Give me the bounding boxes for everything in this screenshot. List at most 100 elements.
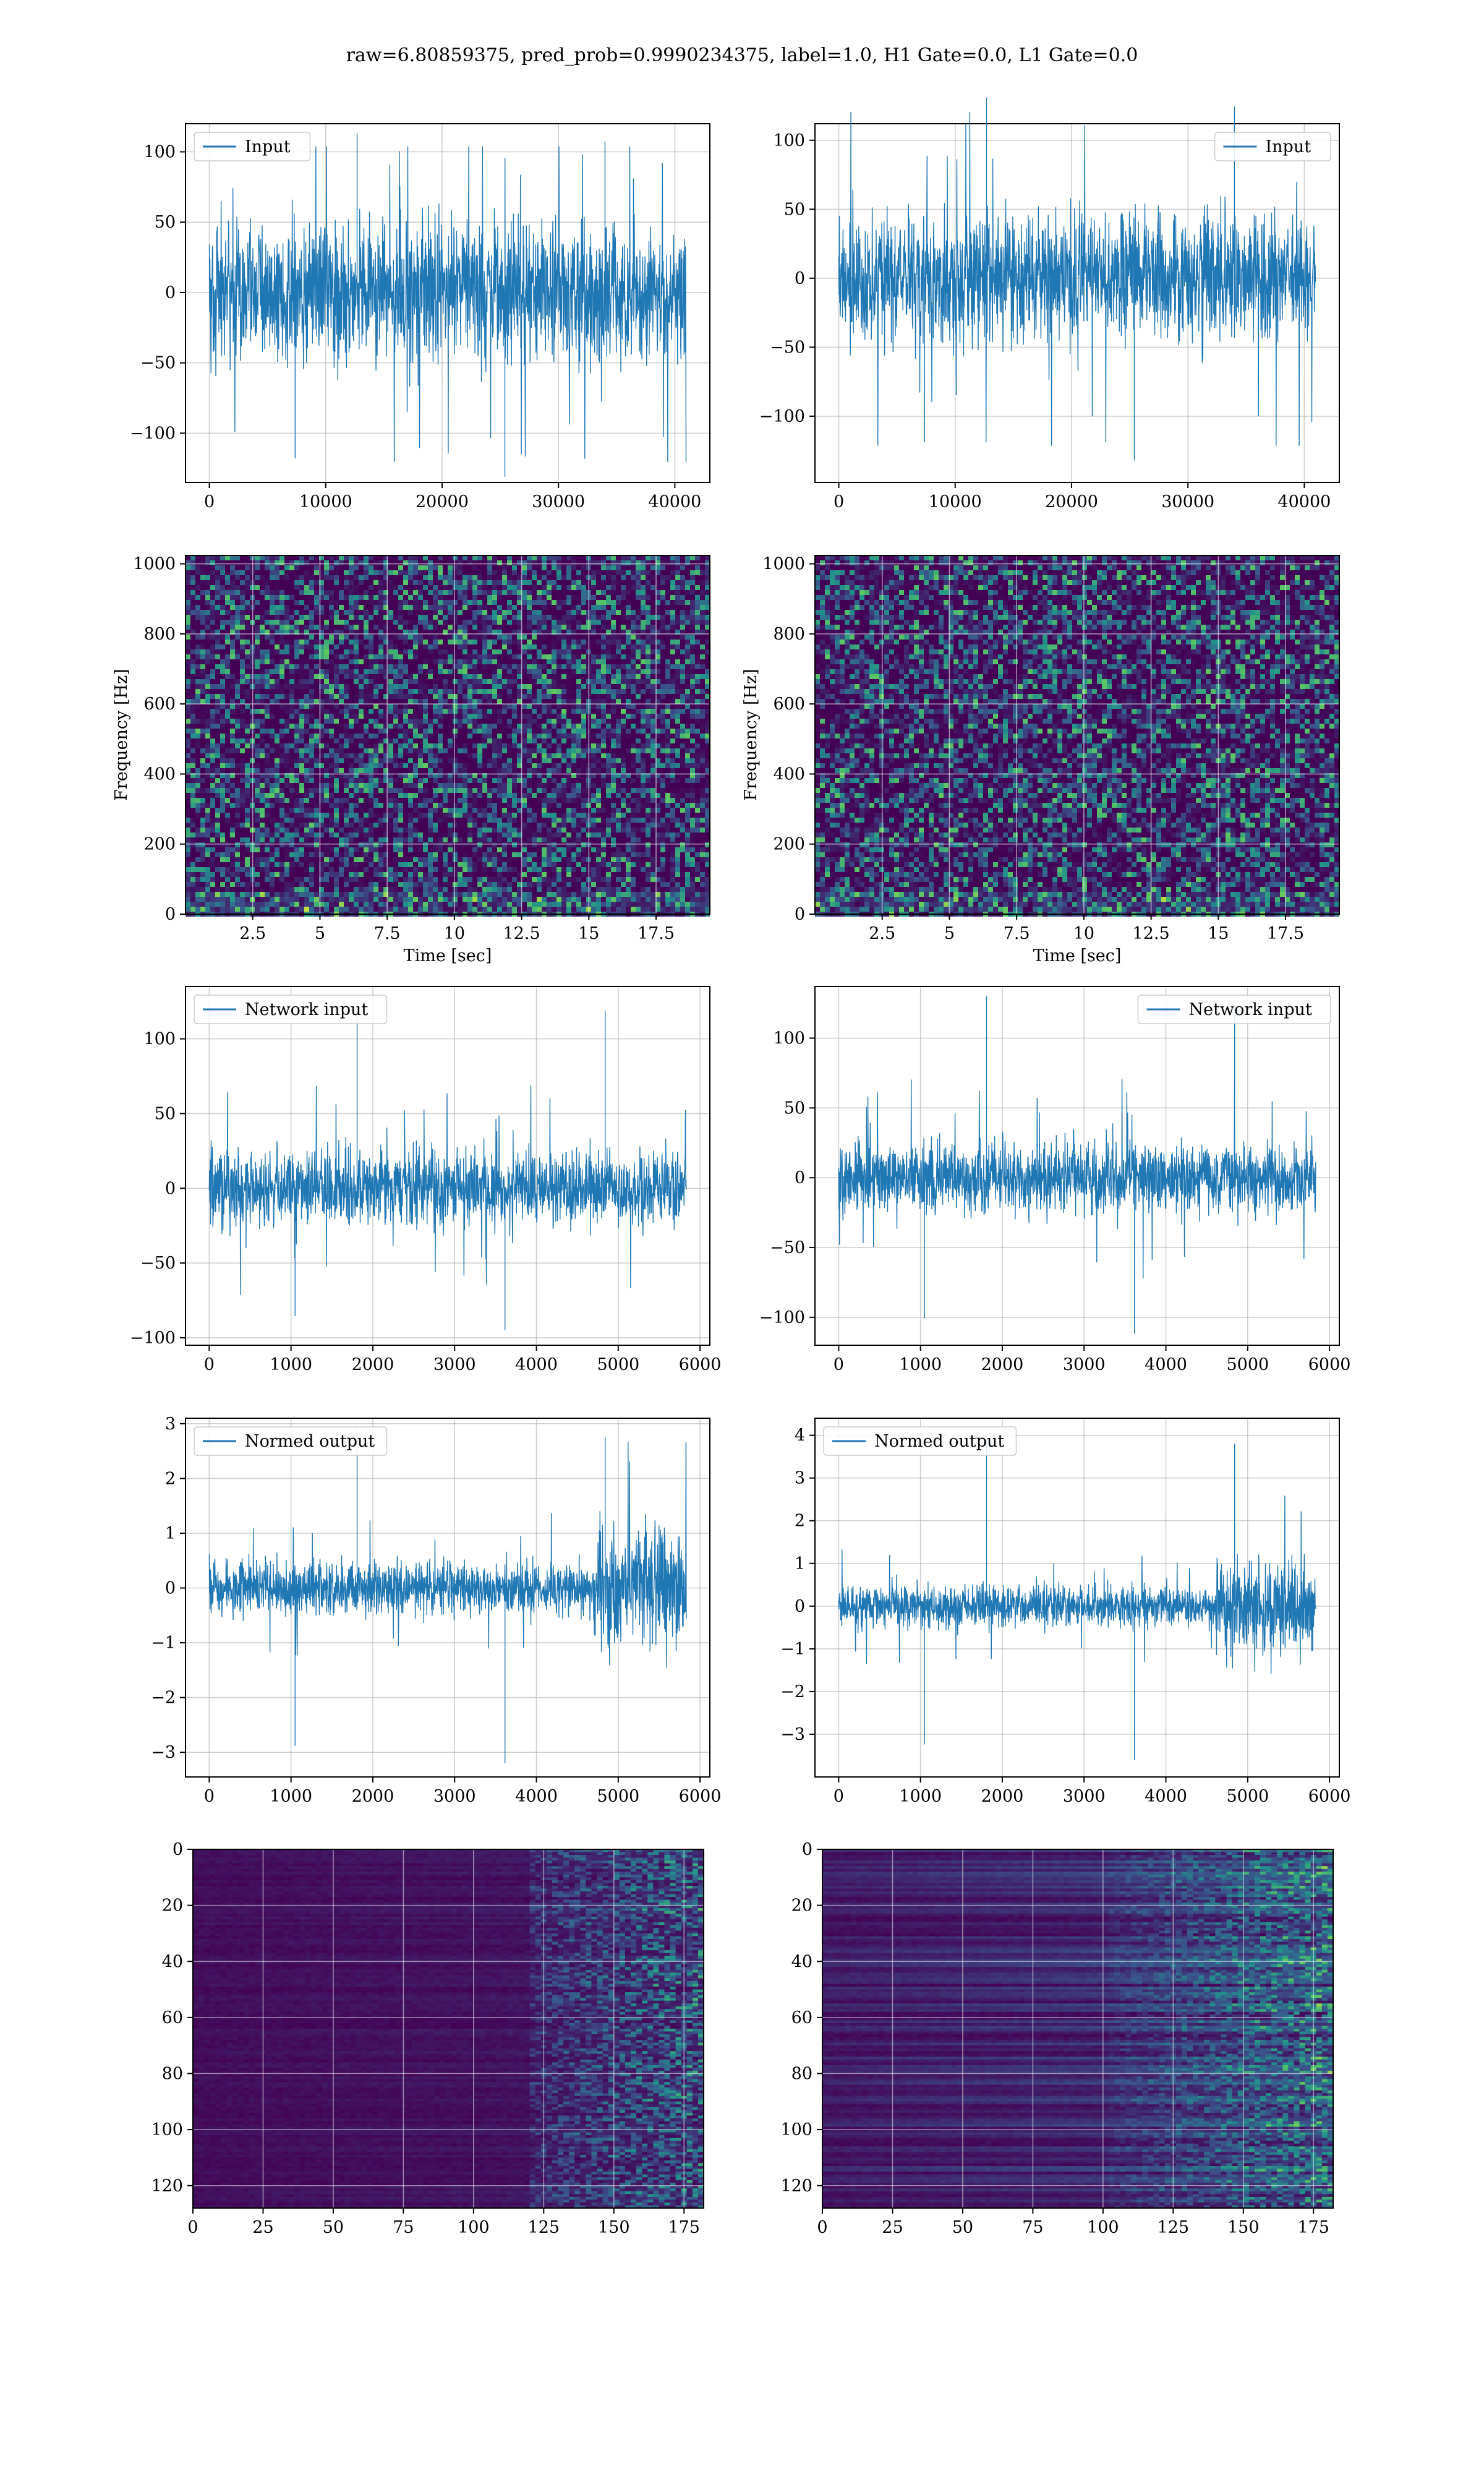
heatmap-cell xyxy=(289,729,294,734)
heatmap-cell xyxy=(591,570,596,575)
heatmap-cell xyxy=(265,669,270,674)
heatmap-cell xyxy=(467,659,472,664)
heatmap-cell xyxy=(260,669,265,674)
heatmap-cell xyxy=(596,565,601,570)
heatmap-cell xyxy=(314,738,319,743)
heatmap-cell xyxy=(433,570,438,575)
heatmap-cell xyxy=(463,743,467,748)
heatmap-cell xyxy=(561,669,566,674)
heatmap-cell xyxy=(235,709,240,714)
heatmap-cell xyxy=(294,758,299,763)
heatmap-cell xyxy=(413,729,418,734)
heatmap-cell xyxy=(626,724,631,729)
heatmap-cell xyxy=(299,704,304,709)
heatmap-cell xyxy=(413,669,418,674)
heatmap-cell xyxy=(670,724,675,729)
heatmap-cell xyxy=(685,748,690,753)
heatmap-cell xyxy=(616,620,621,625)
heatmap-cell xyxy=(279,644,284,649)
heatmap-cell xyxy=(566,694,571,699)
heatmap-cell xyxy=(299,605,304,610)
heatmap-cell xyxy=(284,615,289,620)
heatmap-cell xyxy=(675,729,680,734)
heatmap-cell xyxy=(675,679,680,684)
heatmap-cell xyxy=(571,644,576,649)
heatmap-cell xyxy=(210,644,215,649)
heatmap-cell xyxy=(561,585,566,590)
heatmap-cell xyxy=(418,734,423,738)
heatmap-cell xyxy=(408,664,413,669)
heatmap-cell xyxy=(685,610,690,615)
heatmap-cell xyxy=(220,575,225,580)
heatmap-cell xyxy=(205,689,210,694)
heatmap-cell xyxy=(443,649,448,654)
heatmap-cell xyxy=(542,635,547,640)
heatmap-cell xyxy=(601,570,606,575)
heatmap-cell xyxy=(453,669,458,674)
heatmap-cell xyxy=(690,743,695,748)
heatmap-cell xyxy=(596,575,601,580)
heatmap-cell xyxy=(294,694,299,699)
heatmap-cell xyxy=(393,580,398,585)
heatmap-cell xyxy=(240,560,245,565)
heatmap-cell xyxy=(482,585,487,590)
heatmap-cell xyxy=(532,565,537,570)
heatmap-cell xyxy=(438,585,443,590)
heatmap-cell xyxy=(660,649,665,654)
heatmap-cell xyxy=(210,674,215,679)
heatmap-cell xyxy=(670,615,675,620)
heatmap-cell xyxy=(636,625,641,630)
heatmap-cell xyxy=(299,600,304,605)
heatmap-cell xyxy=(542,595,547,600)
heatmap-cell xyxy=(675,743,680,748)
heatmap-cell xyxy=(344,669,349,674)
heatmap-cell xyxy=(453,649,458,654)
heatmap-cell xyxy=(284,654,289,659)
heatmap-cell xyxy=(631,753,636,758)
heatmap-cell xyxy=(458,748,463,753)
heatmap-cell xyxy=(349,575,354,580)
heatmap-cell xyxy=(304,669,309,674)
heatmap-cell xyxy=(369,709,373,714)
heatmap-cell xyxy=(675,719,680,724)
heatmap-cell xyxy=(675,595,680,600)
heatmap-cell xyxy=(670,729,675,734)
heatmap-cell xyxy=(344,555,349,560)
heatmap-cell xyxy=(606,724,611,729)
heatmap-cell xyxy=(487,640,492,644)
heatmap-cell xyxy=(616,580,621,585)
heatmap-cell xyxy=(636,709,641,714)
heatmap-cell xyxy=(532,719,537,724)
heatmap-cell xyxy=(403,674,408,679)
heatmap-cell xyxy=(289,595,294,600)
heatmap-cell xyxy=(279,654,284,659)
heatmap-cell xyxy=(547,664,552,669)
heatmap-cell xyxy=(497,738,502,743)
heatmap-cell xyxy=(240,699,245,704)
heatmap-cell xyxy=(299,654,304,659)
heatmap-cell xyxy=(270,684,275,689)
heatmap-cell xyxy=(660,605,665,610)
heatmap-cell xyxy=(646,669,650,674)
heatmap-cell xyxy=(324,679,329,684)
heatmap-cell xyxy=(230,620,235,625)
heatmap-cell xyxy=(393,570,398,575)
heatmap-cell xyxy=(492,580,497,585)
heatmap-cell xyxy=(522,595,527,600)
heatmap-cell xyxy=(428,719,433,724)
heatmap-cell xyxy=(398,674,403,679)
heatmap-cell xyxy=(393,729,398,734)
heatmap-cell xyxy=(260,585,265,590)
heatmap-cell xyxy=(240,654,245,659)
heatmap-cell xyxy=(482,664,487,669)
heatmap-cell xyxy=(284,555,289,560)
heatmap-cell xyxy=(502,753,507,758)
heatmap-cell xyxy=(240,729,245,734)
heatmap-cell xyxy=(423,714,428,719)
heatmap-cell xyxy=(660,724,665,729)
heatmap-cell xyxy=(428,758,433,763)
heatmap-cell xyxy=(245,595,250,600)
heatmap-cell xyxy=(482,694,487,699)
heatmap-cell xyxy=(408,610,413,615)
heatmap-cell xyxy=(542,699,547,704)
